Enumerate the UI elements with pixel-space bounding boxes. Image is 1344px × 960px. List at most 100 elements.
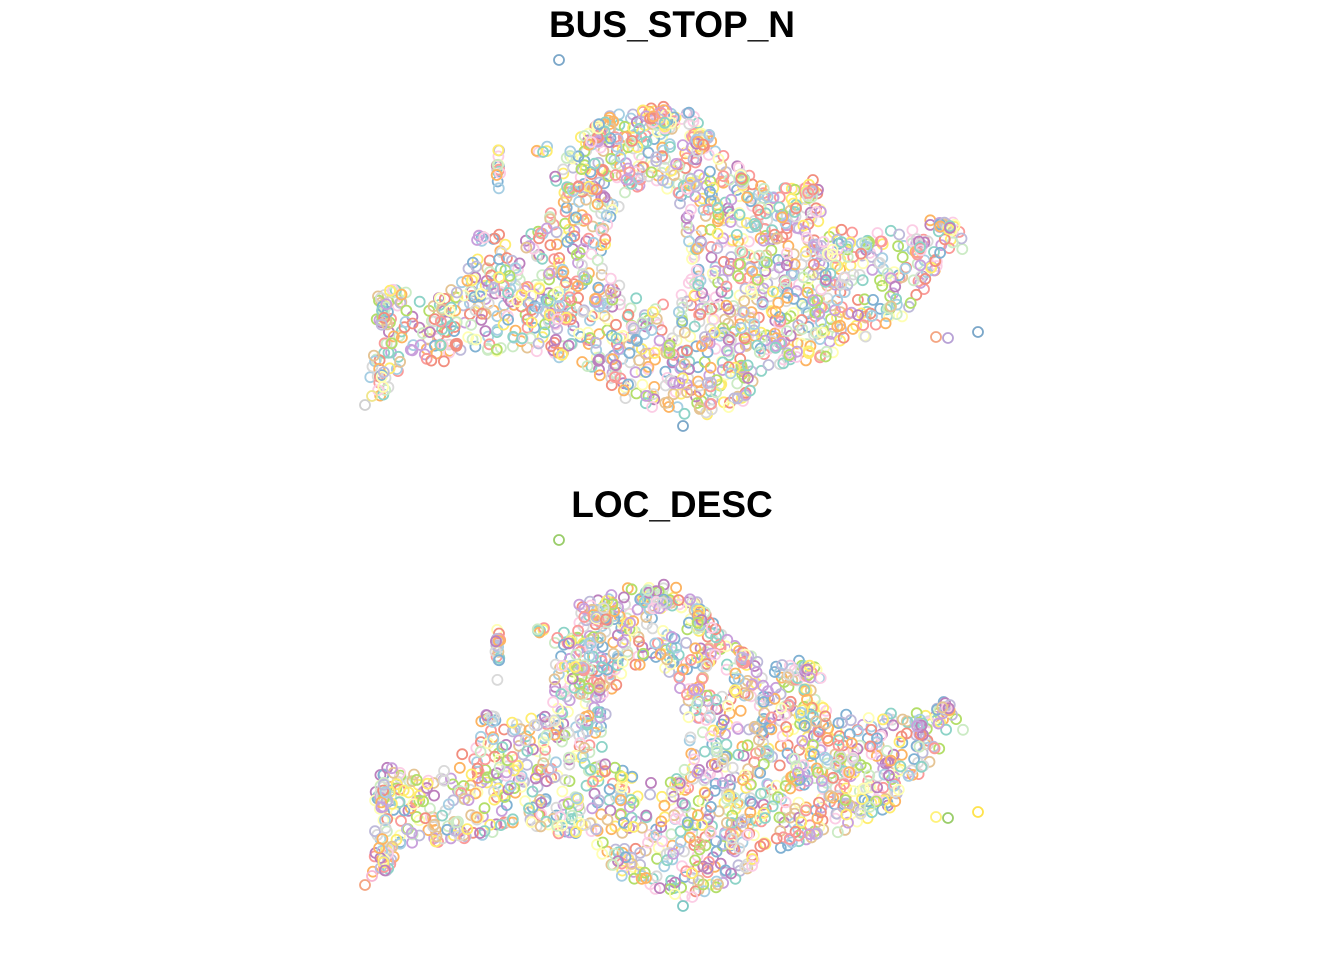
bus-stop-point — [757, 712, 770, 725]
bus-stop-point — [799, 301, 811, 314]
bus-stop-point — [443, 338, 456, 351]
bus-stop-point — [867, 293, 879, 306]
bus-stop-point — [416, 327, 429, 340]
bus-stop-point — [788, 258, 801, 271]
bus-stop-point — [640, 389, 653, 402]
bus-stop-point — [692, 874, 705, 887]
bus-stop-point — [839, 823, 851, 836]
bus-stop-point — [809, 326, 822, 339]
bus-stop-point — [413, 829, 426, 842]
bus-stop-point — [691, 616, 704, 629]
bus-stop-point — [732, 748, 745, 761]
bus-stop-point — [728, 392, 741, 405]
bus-stop-point — [376, 844, 389, 857]
bus-stop-point — [656, 835, 669, 848]
bus-stop-point — [550, 756, 562, 769]
bus-stop-point — [750, 220, 762, 233]
bus-stop-point — [781, 286, 794, 299]
bus-stop-point — [569, 749, 582, 762]
bus-stop-point — [870, 750, 883, 762]
bus-stop-point — [485, 710, 498, 723]
bus-stop-point — [815, 806, 827, 819]
bus-stop-point — [574, 713, 587, 726]
bus-stop-point — [640, 135, 653, 148]
bus-stop-point — [675, 288, 688, 301]
bus-stop-point — [474, 745, 487, 758]
bus-stop-point — [471, 756, 484, 769]
bus-stop-point — [810, 206, 823, 218]
bus-stop-point — [606, 198, 619, 211]
outlier-point — [359, 879, 371, 891]
bus-stop-point — [556, 785, 569, 798]
bus-stop-point — [816, 326, 828, 339]
bus-stop-point — [599, 233, 612, 246]
bus-stop-point — [873, 256, 886, 269]
bus-stop-point — [777, 357, 790, 370]
bus-stop-point — [720, 299, 733, 312]
bus-stop-point — [661, 854, 674, 867]
bus-stop-point — [671, 401, 684, 414]
bus-stop-point — [670, 581, 682, 594]
bus-stop-point — [702, 695, 714, 707]
bus-stop-point — [754, 693, 767, 706]
bus-stop-point — [716, 756, 729, 769]
bus-stop-point — [705, 621, 718, 634]
bus-stop-point — [706, 267, 719, 280]
bus-stop-point — [589, 336, 602, 349]
bus-stop-point — [610, 332, 623, 345]
bus-stop-point — [797, 271, 810, 284]
bus-stop-point — [428, 818, 441, 831]
bus-stop-point — [578, 270, 590, 283]
bus-stop-point — [562, 339, 575, 352]
bus-stop-point — [832, 717, 845, 730]
bus-stop-point — [821, 757, 834, 770]
bus-stop-point — [544, 239, 557, 252]
bus-stop-point — [802, 281, 815, 294]
bus-stop-point — [716, 326, 729, 339]
bus-stop-point — [466, 333, 479, 346]
bus-stop-point — [445, 319, 458, 332]
bus-stop-point — [773, 261, 786, 274]
bus-stop-point — [645, 324, 658, 337]
bus-stop-point — [779, 275, 792, 288]
outlier-point — [553, 534, 565, 546]
bus-stop-point — [781, 325, 793, 338]
bus-stop-point — [744, 792, 757, 805]
bus-stop-point — [663, 347, 676, 359]
bus-stop-point — [742, 689, 754, 702]
bus-stop-point — [619, 638, 632, 651]
bus-stop-point — [624, 616, 636, 629]
bus-stop-point — [957, 723, 969, 736]
bus-stop-point — [748, 324, 760, 337]
bus-stop-point — [613, 279, 626, 292]
bus-stop-point — [863, 801, 876, 813]
bus-stop-point — [757, 234, 770, 247]
outlier-point — [972, 326, 984, 338]
bus-stop-point — [840, 808, 853, 821]
bus-stop-point — [572, 291, 584, 304]
bus-stop-point — [735, 651, 748, 664]
bus-stop-point — [780, 259, 793, 272]
loc-desc-point-map — [359, 534, 984, 912]
bus-stop-point — [478, 802, 491, 815]
bus-stop-point — [843, 766, 856, 779]
bus-stop-point — [866, 806, 878, 819]
bus-stop-point — [639, 347, 652, 360]
bus-stop-point — [824, 790, 837, 802]
bus-stop-point — [489, 287, 502, 300]
bus-stop-point — [483, 712, 496, 725]
bus-stop-point — [711, 202, 724, 214]
bus-stop-point — [465, 274, 478, 287]
bus-stop-point — [681, 623, 694, 636]
bus-stop-point — [686, 252, 698, 265]
bus-stop-point — [779, 217, 792, 230]
bus-stop-point — [665, 630, 678, 643]
bus-stop-point — [525, 712, 538, 725]
bus-stop-point — [611, 133, 624, 145]
bus-stop-point — [681, 816, 694, 829]
bus-stop-point — [638, 309, 651, 322]
bus-stop-point — [688, 289, 701, 301]
bus-stop-point — [395, 288, 408, 301]
bus-stop-point — [690, 180, 703, 193]
bus-stop-point — [582, 682, 595, 695]
